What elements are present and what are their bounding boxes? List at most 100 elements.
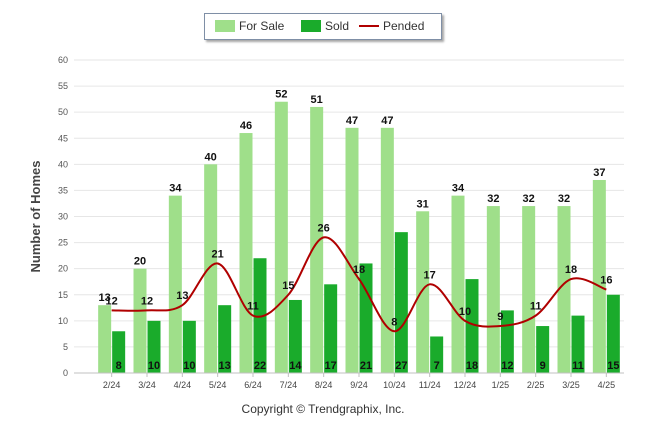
label-sold-7-24: 14	[289, 360, 302, 372]
label-sold-2-25: 9	[540, 360, 546, 372]
bar-for-sale-1-25[interactable]	[486, 206, 500, 373]
label-for-sale-2-25: 32	[523, 193, 535, 205]
label-sold-6-24: 22	[254, 360, 266, 372]
bar-for-sale-4-24[interactable]	[168, 195, 182, 373]
label-sold-3-25: 11	[572, 360, 584, 372]
y-tick-label-55: 55	[58, 81, 68, 91]
bar-sold-2-24[interactable]	[112, 331, 126, 373]
data-labels: 13 8 20 10 34 10 40 13 46 22 52 14 51 17 47 21 47 27 31 7 34…	[99, 89, 620, 372]
bar-sold-9-24[interactable]	[359, 263, 373, 373]
legend-item-pended[interactable]: Pended	[359, 19, 424, 33]
legend-swatch-sold	[301, 20, 321, 32]
y-tick-label-60: 60	[58, 55, 68, 65]
label-pended-5-24: 21	[212, 248, 224, 260]
label-sold-1-25: 12	[501, 360, 513, 372]
bar-for-sale-3-25[interactable]	[557, 206, 571, 373]
x-tick-label-12-24: 12/24	[454, 380, 477, 390]
label-pended-2-24: 12	[106, 295, 118, 307]
label-sold-2-24: 8	[116, 360, 122, 372]
bars	[98, 101, 620, 373]
label-pended-9-24: 18	[353, 264, 365, 276]
bar-sold-8-24[interactable]	[324, 284, 338, 373]
bar-for-sale-11-24[interactable]	[416, 211, 430, 373]
label-for-sale-1-25: 32	[487, 193, 499, 205]
y-tick-label-5: 5	[63, 342, 68, 352]
copyright-text: Copyright © Trendgraphix, Inc.	[241, 402, 405, 416]
bar-sold-5-24[interactable]	[218, 305, 232, 373]
label-pended-10-24: 8	[391, 316, 397, 328]
label-sold-11-24: 7	[434, 360, 440, 372]
series-line-pended[interactable]	[111, 236, 607, 333]
y-tick-label-25: 25	[58, 238, 68, 248]
x-tick-label-11-24: 11/24	[419, 380, 441, 390]
label-sold-10-24: 27	[395, 360, 407, 372]
bar-sold-6-24[interactable]	[253, 258, 267, 373]
label-for-sale-4-24: 34	[169, 183, 182, 195]
legend-label-pended: Pended	[383, 19, 425, 33]
y-tick-label-45: 45	[58, 133, 68, 143]
bar-for-sale-3-24[interactable]	[133, 268, 147, 373]
bar-for-sale-6-24[interactable]	[239, 133, 253, 373]
bar-for-sale-4-25[interactable]	[592, 179, 606, 373]
bar-sold-12-24[interactable]	[465, 279, 479, 373]
legend: For Sale Sold Pended	[204, 13, 442, 40]
label-pended-3-24: 12	[141, 295, 153, 307]
bar-sold-2-25[interactable]	[536, 326, 550, 373]
label-for-sale-2-24: 13	[99, 292, 111, 304]
label-for-sale-7-24: 52	[275, 89, 287, 101]
label-pended-11-24: 17	[424, 269, 436, 281]
y-tick-label-40: 40	[58, 159, 68, 169]
y-axis-ticks: 0 5 10 15 20 25 30 35 40 45 50 55 60	[58, 55, 68, 378]
bar-for-sale-2-25[interactable]	[522, 206, 536, 373]
label-pended-2-25: 11	[530, 301, 542, 313]
x-tick-label-7-24: 7/24	[280, 380, 298, 390]
x-tick-label-9-24: 9/24	[350, 380, 368, 390]
y-tick-label-35: 35	[58, 185, 68, 195]
legend-item-sold[interactable]: Sold	[301, 19, 349, 33]
bar-sold-3-24[interactable]	[147, 320, 161, 373]
label-for-sale-3-24: 20	[134, 256, 146, 268]
bar-for-sale-5-24[interactable]	[204, 164, 218, 373]
label-pended-7-24: 15	[282, 280, 294, 292]
bar-sold-4-24[interactable]	[182, 320, 196, 373]
x-tick-label-1-25: 1/25	[492, 380, 510, 390]
legend-item-for-sale[interactable]: For Sale	[215, 19, 284, 33]
x-tick-label-3-25: 3/25	[562, 380, 580, 390]
legend-swatch-pended	[359, 25, 379, 27]
x-tick-label-10-24: 10/24	[383, 380, 406, 390]
legend-swatch-for-sale	[215, 20, 235, 32]
x-tick-label-5-24: 5/24	[209, 380, 227, 390]
pended-line-layer	[111, 236, 607, 333]
label-for-sale-3-25: 32	[558, 193, 570, 205]
bar-sold-7-24[interactable]	[288, 299, 302, 373]
label-pended-1-25: 9	[497, 311, 503, 323]
legend-label-for-sale: For Sale	[239, 19, 285, 33]
x-tick-label-6-24: 6/24	[244, 380, 262, 390]
label-sold-8-24: 17	[325, 360, 337, 372]
bar-for-sale-8-24[interactable]	[310, 106, 324, 373]
bar-sold-10-24[interactable]	[394, 232, 408, 373]
label-for-sale-9-24: 47	[346, 115, 358, 127]
x-tick-label-2-24: 2/24	[103, 380, 121, 390]
legend-label-sold: Sold	[325, 19, 350, 33]
x-axis-ticks: 2/24 3/24 4/24 5/24 6/24 7/24 8/24 9/24 10/24 11/…	[103, 373, 615, 390]
label-for-sale-6-24: 46	[240, 120, 252, 132]
bar-for-sale-10-24[interactable]	[380, 127, 394, 373]
x-tick-label-3-24: 3/24	[138, 380, 156, 390]
bar-sold-3-25[interactable]	[571, 315, 585, 373]
x-tick-label-2-25: 2/25	[527, 380, 545, 390]
y-tick-label-0: 0	[63, 368, 68, 378]
bar-for-sale-7-24[interactable]	[274, 101, 288, 373]
label-pended-4-25: 16	[600, 275, 612, 287]
x-tick-label-4-24: 4/24	[174, 380, 192, 390]
x-tick-label-8-24: 8/24	[315, 380, 333, 390]
bar-sold-11-24[interactable]	[430, 336, 444, 373]
bar-for-sale-12-24[interactable]	[451, 195, 465, 373]
y-tick-label-50: 50	[58, 107, 68, 117]
bar-sold-4-25[interactable]	[606, 294, 620, 373]
bar-for-sale-2-24[interactable]	[98, 305, 112, 373]
y-tick-label-10: 10	[58, 316, 68, 326]
bar-for-sale-9-24[interactable]	[345, 127, 359, 373]
